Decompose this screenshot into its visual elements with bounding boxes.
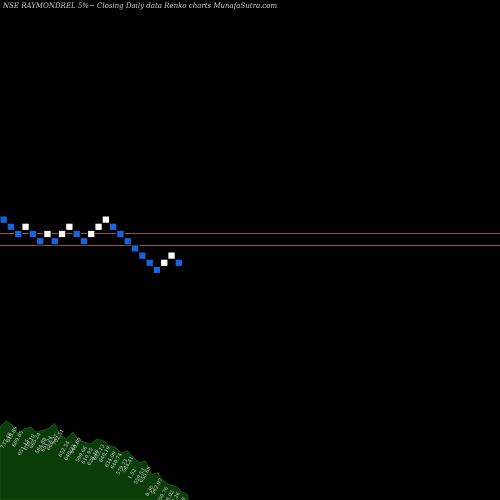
renko-brick-down <box>116 229 125 239</box>
volume-label: 516.02 <box>162 490 176 500</box>
renko-brick-down <box>138 251 147 260</box>
renko-brick-up <box>43 229 52 239</box>
renko-brick-up <box>87 229 96 239</box>
renko-bricks <box>0 215 183 275</box>
volume-labels: 737.48645.89669.05651.15639.10665.24564.… <box>0 426 193 500</box>
volume-area-fill <box>0 420 189 500</box>
renko-brick-down <box>36 237 45 246</box>
renko-brick-up <box>101 215 110 224</box>
reference-lines <box>0 232 500 247</box>
renko-brick-up <box>65 222 74 231</box>
renko-brick-up <box>94 222 103 231</box>
renko-brick-up <box>57 229 67 239</box>
volume-label: 457.09 <box>174 496 188 500</box>
chart-title: NSE RAYMONDREL 5%~ Closing Daily data Re… <box>2 2 277 10</box>
renko-brick-down <box>72 229 81 239</box>
renko-brick-down <box>6 222 16 231</box>
renko-brick-down <box>130 244 140 253</box>
renko-brick-up <box>160 258 169 267</box>
renko-brick-down <box>14 229 23 239</box>
volume-label: 0.36 <box>145 485 156 498</box>
renko-brick-down <box>50 237 59 246</box>
renko-brick-down <box>79 237 89 246</box>
renko-brick-down <box>109 222 118 231</box>
renko-brick-down <box>145 258 154 267</box>
volume-label: 1.52 <box>127 468 138 481</box>
volume-label: 497.26 <box>168 491 182 500</box>
volume-area <box>0 420 189 500</box>
renko-brick-down <box>0 215 8 224</box>
renko-brick-up <box>21 222 30 231</box>
renko-brick-down <box>174 258 183 267</box>
renko-brick-up <box>167 251 176 260</box>
renko-brick-down <box>123 237 132 246</box>
renko-brick-down <box>152 265 162 275</box>
renko-brick-down <box>28 229 38 239</box>
